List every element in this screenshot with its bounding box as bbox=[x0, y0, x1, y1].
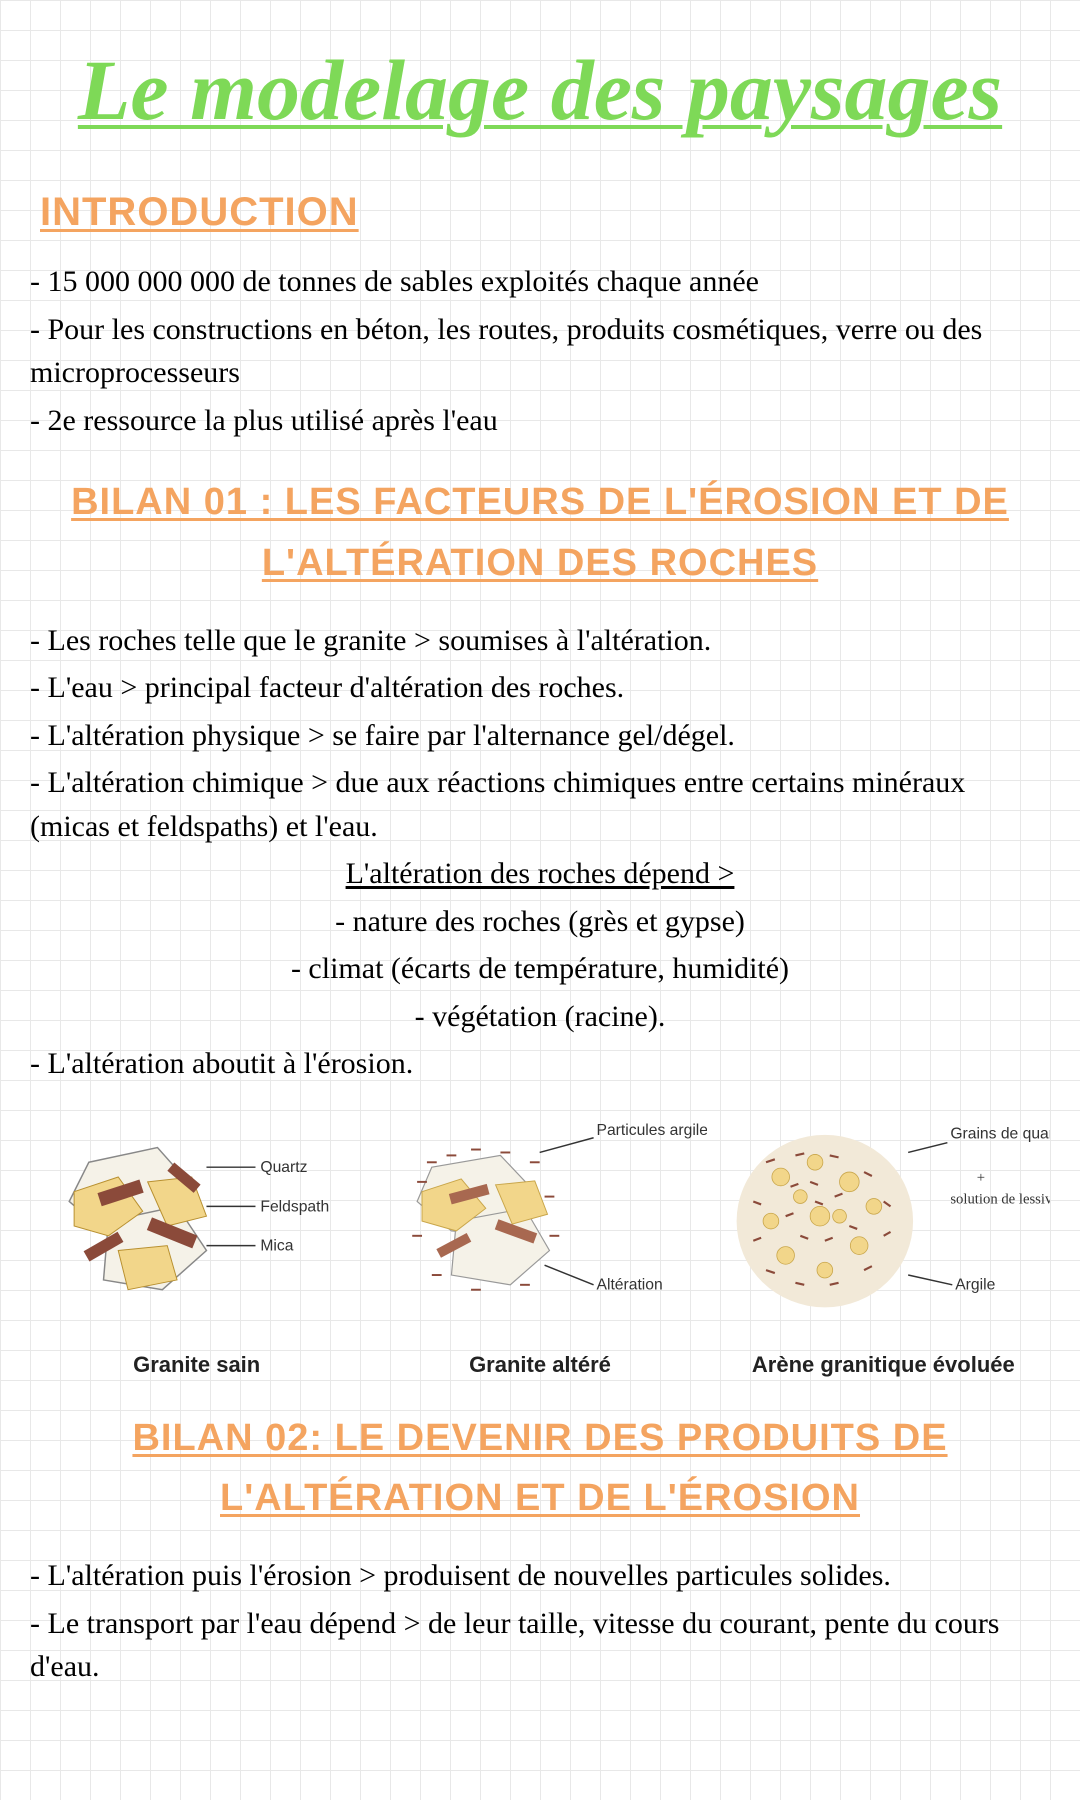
intro-line: - 2e ressource la plus utilisé après l'e… bbox=[30, 399, 1050, 443]
diagram-arene: Grains de quartz + solution de lessivage… bbox=[717, 1111, 1050, 1378]
label-quartz: Quartz bbox=[260, 1159, 307, 1176]
bilan02-line: - Le transport par l'eau dépend > de leu… bbox=[30, 1602, 1050, 1689]
diagram-granite-altere: Particules argileuses Altération Granite… bbox=[373, 1111, 706, 1378]
diagram-granite-sain: Quartz Feldspath Mica Granite sain bbox=[30, 1111, 363, 1378]
label-plus: + bbox=[976, 1169, 984, 1185]
page-title: Le modelage des paysages bbox=[30, 40, 1050, 140]
caption-granite-altere: Granite altéré bbox=[373, 1352, 706, 1378]
bilan02-heading: BILAN 02: LE DEVENIR DES PRODUITS DE L'A… bbox=[30, 1408, 1050, 1530]
arene-svg: Grains de quartz + solution de lessivage… bbox=[717, 1111, 1050, 1341]
bilan01-depend-item: - végétation (racine). bbox=[30, 995, 1050, 1039]
intro-line: - 15 000 000 000 de tonnes de sables exp… bbox=[30, 260, 1050, 304]
caption-arene: Arène granitique évoluée bbox=[717, 1352, 1050, 1378]
bilan01-final: - L'altération aboutit à l'érosion. bbox=[30, 1042, 1050, 1086]
caption-granite-sain: Granite sain bbox=[30, 1352, 363, 1378]
bilan01-line: - Les roches telle que le granite > soum… bbox=[30, 619, 1050, 663]
bilan01-depend-item: - climat (écarts de température, humidit… bbox=[30, 947, 1050, 991]
bilan01-line: - L'altération chimique > due aux réacti… bbox=[30, 761, 1050, 848]
bilan02-line: - L'altération puis l'érosion > produise… bbox=[30, 1554, 1050, 1598]
bilan01-line: - L'altération physique > se faire par l… bbox=[30, 714, 1050, 758]
label-particules: Particules argileuses bbox=[597, 1121, 707, 1138]
label-solution: solution de lessivage bbox=[950, 1191, 1050, 1207]
label-argile: Argile bbox=[955, 1276, 995, 1293]
bilan01-depend-label: L'altération des roches dépend > bbox=[30, 852, 1050, 896]
granite-altere-svg: Particules argileuses Altération bbox=[373, 1111, 706, 1341]
label-mica: Mica bbox=[260, 1237, 293, 1254]
label-grains: Grains de quartz bbox=[950, 1125, 1050, 1142]
label-feldspath: Feldspath bbox=[260, 1198, 329, 1215]
bilan01-line: - L'eau > principal facteur d'altération… bbox=[30, 666, 1050, 710]
intro-heading: INTRODUCTION bbox=[40, 190, 1050, 235]
bilan01-heading: BILAN 01 : LES FACTEURS DE L'ÉROSION ET … bbox=[30, 472, 1050, 594]
bilan01-depend-item: - nature des roches (grès et gypse) bbox=[30, 900, 1050, 944]
intro-line: - Pour les constructions en béton, les r… bbox=[30, 308, 1050, 395]
label-alteration: Altération bbox=[597, 1276, 663, 1293]
diagram-row: Quartz Feldspath Mica Granite sain bbox=[30, 1111, 1050, 1378]
granite-sain-svg: Quartz Feldspath Mica bbox=[30, 1111, 363, 1341]
